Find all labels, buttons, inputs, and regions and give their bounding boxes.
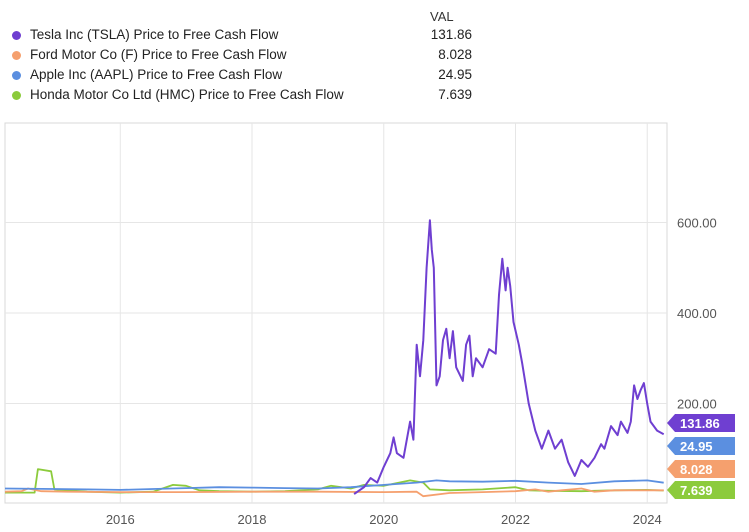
value-tag-0 [667,414,735,432]
x-tick-label-1: 2018 [238,512,267,527]
series-line-0 [353,219,665,495]
legend-entry-aapl[interactable]: Apple Inc (AAPL) Price to Free Cash Flow… [12,66,472,86]
legend-value-f: 8.028 [438,47,472,62]
legend-value-hmc: 7.639 [438,87,472,102]
value-tag-label-0: 131.86 [680,416,720,431]
legend-marker-aapl [12,71,21,80]
legend-entry-f[interactable]: Ford Motor Co (F) Price to Free Cash Flo… [12,46,472,66]
legend-value-header: VAL [430,9,454,24]
legend-label-f: Ford Motor Co (F) Price to Free Cash Flo… [30,47,287,62]
x-tick-label-4: 2024 [633,512,662,527]
value-tag-label-2: 24.95 [680,439,713,454]
x-tick-label-0: 2016 [106,512,135,527]
legend-label-hmc: Honda Motor Co Ltd (HMC) Price to Free C… [30,87,344,102]
value-tag-2 [667,437,735,455]
legend-marker-hmc [12,91,21,100]
series-line-2 [4,479,664,491]
y-tick-label-0: 200.00 [677,396,717,411]
legend-value-aapl: 24.95 [438,67,472,82]
value-tag-label-1: 8.028 [680,462,713,477]
legend-marker-tsla [12,31,21,40]
value-tag-3 [667,481,735,499]
y-tick-label-2: 600.00 [677,216,717,231]
y-tick-label-1: 400.00 [677,306,717,321]
series-line-1 [4,487,664,498]
legend: VAL Tesla Inc (TSLA) Price to Free Cash … [0,0,749,110]
legend-entry-tsla[interactable]: Tesla Inc (TSLA) Price to Free Cash Flow… [12,26,472,46]
legend-label-tsla: Tesla Inc (TSLA) Price to Free Cash Flow [30,27,279,42]
legend-marker-f [12,51,21,60]
x-tick-label-2: 2020 [369,512,398,527]
legend-value-tsla: 131.86 [430,27,472,42]
legend-entry-hmc[interactable]: Honda Motor Co Ltd (HMC) Price to Free C… [12,86,472,106]
legend-label-aapl: Apple Inc (AAPL) Price to Free Cash Flow [30,67,283,82]
x-tick-label-3: 2022 [501,512,530,527]
value-tag-1 [667,460,735,478]
value-tag-label-3: 7.639 [680,483,713,498]
